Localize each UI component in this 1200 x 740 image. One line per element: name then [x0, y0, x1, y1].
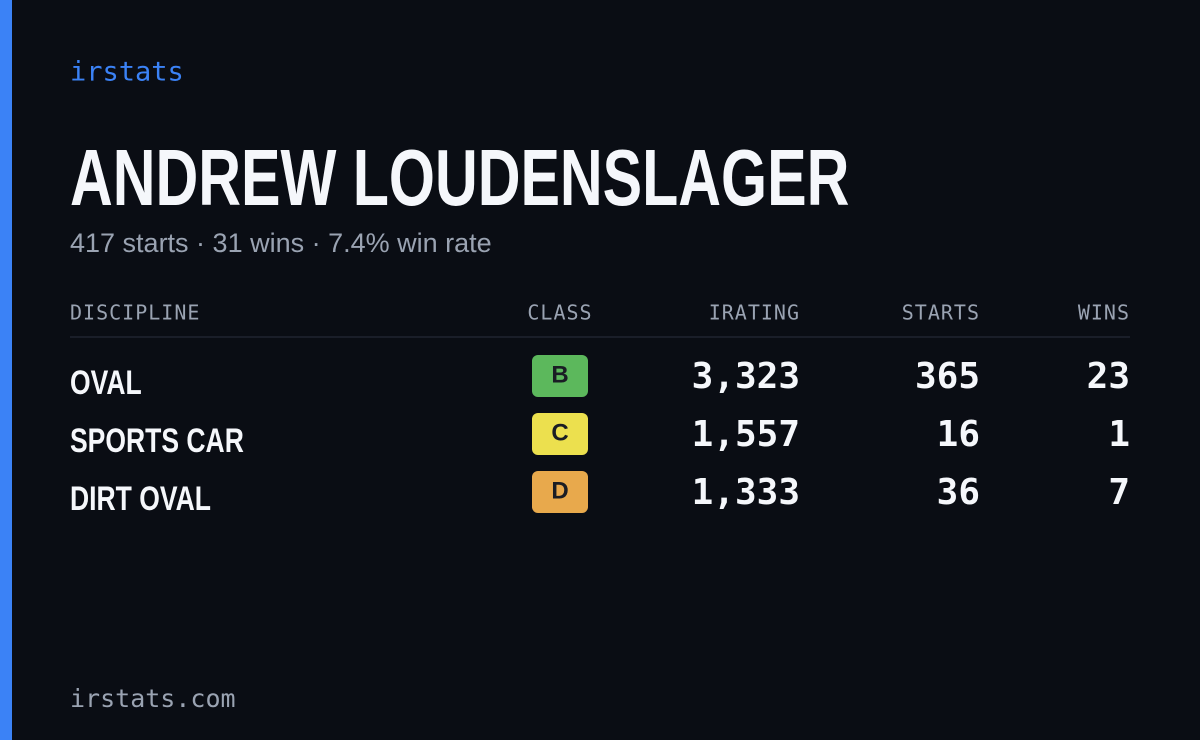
class-badge — [532, 471, 588, 513]
wins: 23 — [1087, 356, 1130, 397]
brand: irstats — [70, 57, 184, 88]
irating: 1,333 — [692, 472, 800, 513]
column-header: CLASS — [527, 301, 592, 325]
wins: 1 — [1108, 414, 1130, 455]
discipline: SPORTS CAR — [70, 422, 244, 460]
accent-bar — [0, 0, 12, 740]
starts: 36 — [937, 472, 980, 513]
class-badge — [532, 413, 588, 455]
starts: 16 — [937, 414, 980, 455]
summary: 417 starts · 31 wins · 7.4% win rate — [70, 228, 492, 258]
footer: irstats.com — [70, 684, 236, 713]
irating: 1,557 — [692, 414, 800, 455]
column-header: DISCIPLINE — [70, 301, 200, 325]
player-name: ANDREW LOUDENSLAGER — [70, 132, 849, 222]
column-header: STARTS — [902, 301, 980, 325]
irating: 3,323 — [692, 356, 800, 397]
class-badge — [532, 355, 588, 397]
class-letter: D — [551, 477, 568, 504]
column-header: IRATING — [709, 301, 800, 325]
discipline: OVAL — [70, 364, 142, 402]
wins: 7 — [1108, 472, 1130, 513]
class-letter: B — [551, 361, 568, 388]
column-header: WINS — [1078, 301, 1130, 325]
starts: 365 — [915, 356, 980, 397]
class-letter: C — [551, 419, 568, 446]
discipline: DIRT OVAL — [70, 480, 211, 518]
